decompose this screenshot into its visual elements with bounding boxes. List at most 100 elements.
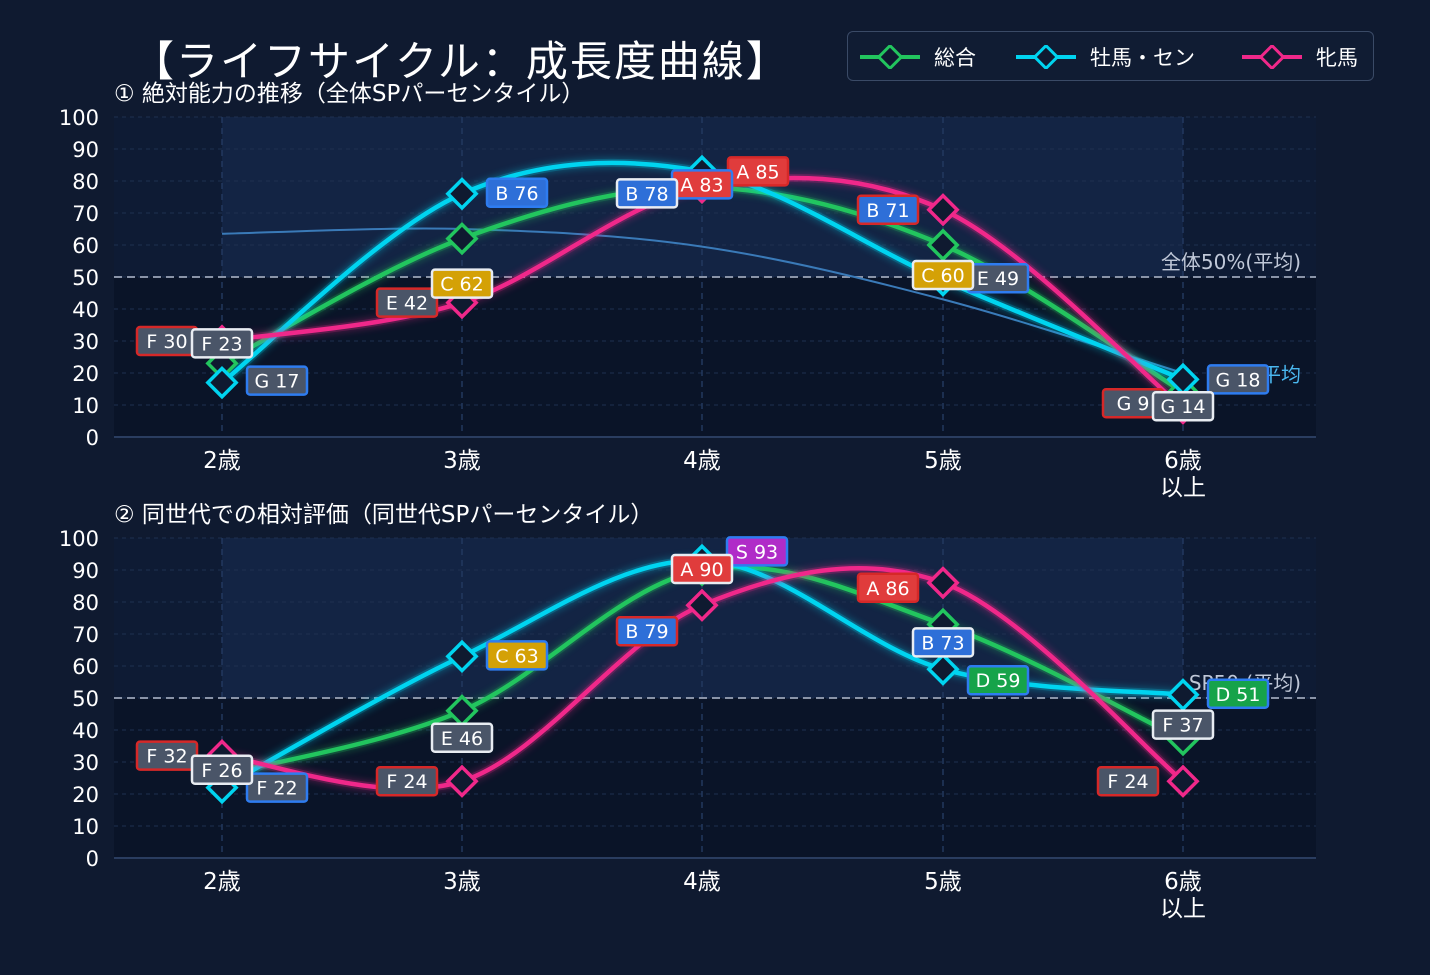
point-bokuba_sen [445, 639, 479, 674]
data-label-box [375, 765, 439, 797]
data-label-text: A 85 [736, 161, 779, 183]
x-tick-label: 5歳 [924, 869, 962, 895]
x-tick-label: 以上 [1160, 896, 1206, 922]
data-label-text: G 18 [1216, 369, 1261, 391]
data-label-bokuba_sen: F 22 [245, 772, 309, 803]
data-label-text: E 49 [977, 268, 1019, 290]
data-label-text: C 63 [495, 645, 538, 667]
chart-main-title: 【ライフサイクル：成長度曲線】 [132, 37, 790, 86]
point-hinba [445, 764, 479, 798]
data-label-text: F 24 [1107, 771, 1148, 793]
y-tick-label: 30 [72, 751, 99, 775]
data-label-box [430, 722, 494, 754]
point-bokuba_sen [445, 177, 479, 211]
data-label-text: S 93 [736, 541, 778, 563]
data-label-sogo: F 26 [190, 754, 254, 786]
y-tick-label: 30 [72, 330, 99, 354]
data-label-text: A 83 [680, 174, 723, 196]
point-bokuba_sen [205, 365, 239, 400]
point-sogo [445, 221, 479, 256]
legend-item-hinba: 牝馬 [1240, 32, 1358, 82]
data-label-sogo: A 90 [670, 553, 734, 585]
legend-swatch-bokuba-sen [1016, 45, 1076, 69]
x-tick-label: 2歳 [203, 448, 241, 474]
data-label-bokuba_sen: C 63 [485, 640, 549, 671]
y-tick-label: 90 [72, 138, 99, 162]
data-label-text: B 79 [625, 621, 668, 643]
y-tick-label: 20 [72, 362, 99, 386]
y-tick-label: 100 [59, 527, 99, 551]
data-label-text: A 90 [680, 559, 723, 581]
y-tick-label: 80 [72, 170, 99, 194]
data-label-bokuba_sen: D 51 [1206, 678, 1270, 710]
data-label-bokuba_sen: E 49 [966, 262, 1030, 294]
data-label-box [856, 194, 920, 226]
data-label-sogo: C 62 [430, 268, 494, 299]
data-label-hinba: B 71 [856, 194, 920, 226]
data-label-box [1206, 678, 1270, 710]
legend-swatch-hinba [1242, 45, 1302, 69]
data-label-text: G 17 [255, 371, 300, 393]
legend-item-bokuba-sen: 牡馬・セン [1014, 32, 1195, 82]
data-label-box [190, 328, 254, 359]
data-label-hinba: F 24 [375, 765, 439, 797]
y-tick-label: 40 [72, 298, 99, 322]
data-label-bokuba_sen: A 83 [670, 169, 734, 200]
data-label-box [615, 178, 679, 209]
point-sogo [926, 228, 960, 262]
y-tick-label: 0 [86, 426, 99, 450]
data-label-text: F 30 [146, 331, 187, 353]
data-label-sogo: E 46 [430, 722, 494, 754]
data-label-text: A 86 [866, 578, 909, 600]
data-label-sogo: G 14 [1151, 390, 1215, 422]
y-tick-label: 10 [72, 815, 99, 839]
data-label-box [911, 627, 975, 658]
x-tick-label: 5歳 [924, 448, 962, 474]
legend: 総合 牡馬・セン 牝馬 [847, 31, 1374, 81]
data-label-box [375, 287, 439, 318]
data-label-hinba: F 24 [1096, 765, 1160, 797]
data-label-box [1151, 390, 1215, 422]
point-hinba [1166, 764, 1200, 798]
legend-item-sogo: 総合 [858, 32, 976, 82]
y-tick-label: 40 [72, 719, 99, 743]
data-label-bokuba_sen: G 17 [245, 365, 309, 396]
point-sogo [445, 694, 479, 728]
data-label-sogo: C 60 [911, 259, 975, 291]
data-label-box [966, 664, 1030, 696]
data-label-text: F 26 [201, 760, 242, 782]
data-label-box [245, 365, 309, 396]
point-hinba [926, 193, 960, 227]
y-tick-label: 50 [72, 687, 99, 711]
data-label-text: C 62 [440, 274, 483, 296]
x-tick-label: 6歳 [1164, 869, 1202, 895]
average-curve [221, 227, 1184, 374]
point-bokuba_sen [1166, 678, 1200, 712]
x-tick-label: 4歳 [683, 869, 721, 895]
data-label-hinba: G 9 [1101, 387, 1165, 419]
data-label-bokuba_sen: D 59 [966, 664, 1030, 696]
data-label-hinba: A 85 [726, 156, 790, 187]
reference-line-label: 全体50%(平均) [1161, 250, 1301, 274]
data-label-box [430, 268, 494, 299]
chart-title: ① 絶対能力の推移（全体SPパーセンタイル） [114, 81, 584, 107]
data-label-text: E 46 [441, 728, 483, 750]
data-label-text: G 9 [1117, 393, 1150, 415]
data-label-text: B 78 [625, 183, 668, 205]
y-tick-label: 0 [86, 847, 99, 871]
data-label-sogo: B 78 [615, 178, 679, 209]
data-label-box [1151, 709, 1215, 740]
legend-label-sogo: 総合 [934, 46, 976, 70]
x-tick-label: 6歳 [1164, 448, 1202, 474]
data-label-bokuba_sen: S 93 [725, 536, 789, 567]
y-tick-label: 100 [59, 106, 99, 130]
data-label-box [485, 177, 549, 209]
data-label-box [670, 553, 734, 585]
point-hinba [685, 588, 719, 622]
data-label-box [1206, 364, 1270, 395]
data-label-sogo: F 37 [1151, 709, 1215, 740]
data-label-text: B 71 [866, 200, 909, 222]
